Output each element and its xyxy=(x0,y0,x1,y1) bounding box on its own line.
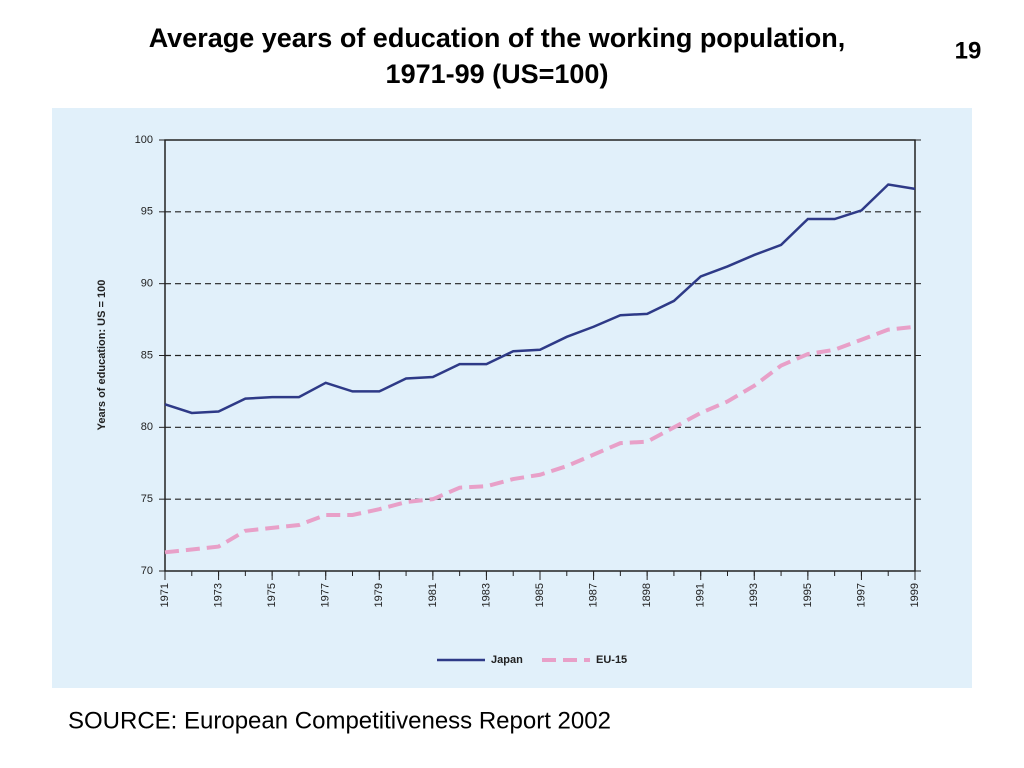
slide-title-line: Average years of education of the workin… xyxy=(149,23,846,53)
x-tick-label: 1997 xyxy=(855,583,867,607)
x-tick-label: 1981 xyxy=(427,583,439,607)
x-tick-label: 1977 xyxy=(320,583,332,607)
y-tick-label: 100 xyxy=(135,134,153,146)
y-tick-label: 75 xyxy=(141,493,153,505)
x-tick-label: 1898 xyxy=(641,583,653,607)
x-tick-label: 1983 xyxy=(480,583,492,607)
y-tick-label: 80 xyxy=(141,421,153,433)
y-tick-label: 90 xyxy=(141,278,153,290)
x-tick-label: 1971 xyxy=(159,583,171,607)
x-tick-label: 1987 xyxy=(587,583,599,607)
legend-label: Japan xyxy=(491,654,523,666)
y-tick-label: 85 xyxy=(141,349,153,361)
y-axis-label: Years of education: US = 100 xyxy=(96,280,108,431)
x-tick-label: 1975 xyxy=(266,583,278,607)
x-tick-label: 1979 xyxy=(373,583,385,607)
chart-panel xyxy=(52,108,972,688)
x-tick-label: 1993 xyxy=(748,583,760,607)
y-tick-label: 70 xyxy=(141,565,153,577)
slide-title-line: 1971-99 (US=100) xyxy=(386,59,609,89)
x-tick-label: 1995 xyxy=(802,583,814,607)
series-line xyxy=(164,324,916,555)
x-tick-label: 1973 xyxy=(212,583,224,607)
series-line xyxy=(164,183,916,415)
y-tick-label: 95 xyxy=(141,206,153,218)
x-tick-label: 1985 xyxy=(534,583,546,607)
legend-label: EU-15 xyxy=(596,654,627,666)
x-tick-label: 1991 xyxy=(695,583,707,607)
slide-number: 19 xyxy=(955,37,982,64)
source-note: SOURCE: European Competitiveness Report … xyxy=(68,707,611,734)
x-tick-label: 1999 xyxy=(909,583,921,607)
